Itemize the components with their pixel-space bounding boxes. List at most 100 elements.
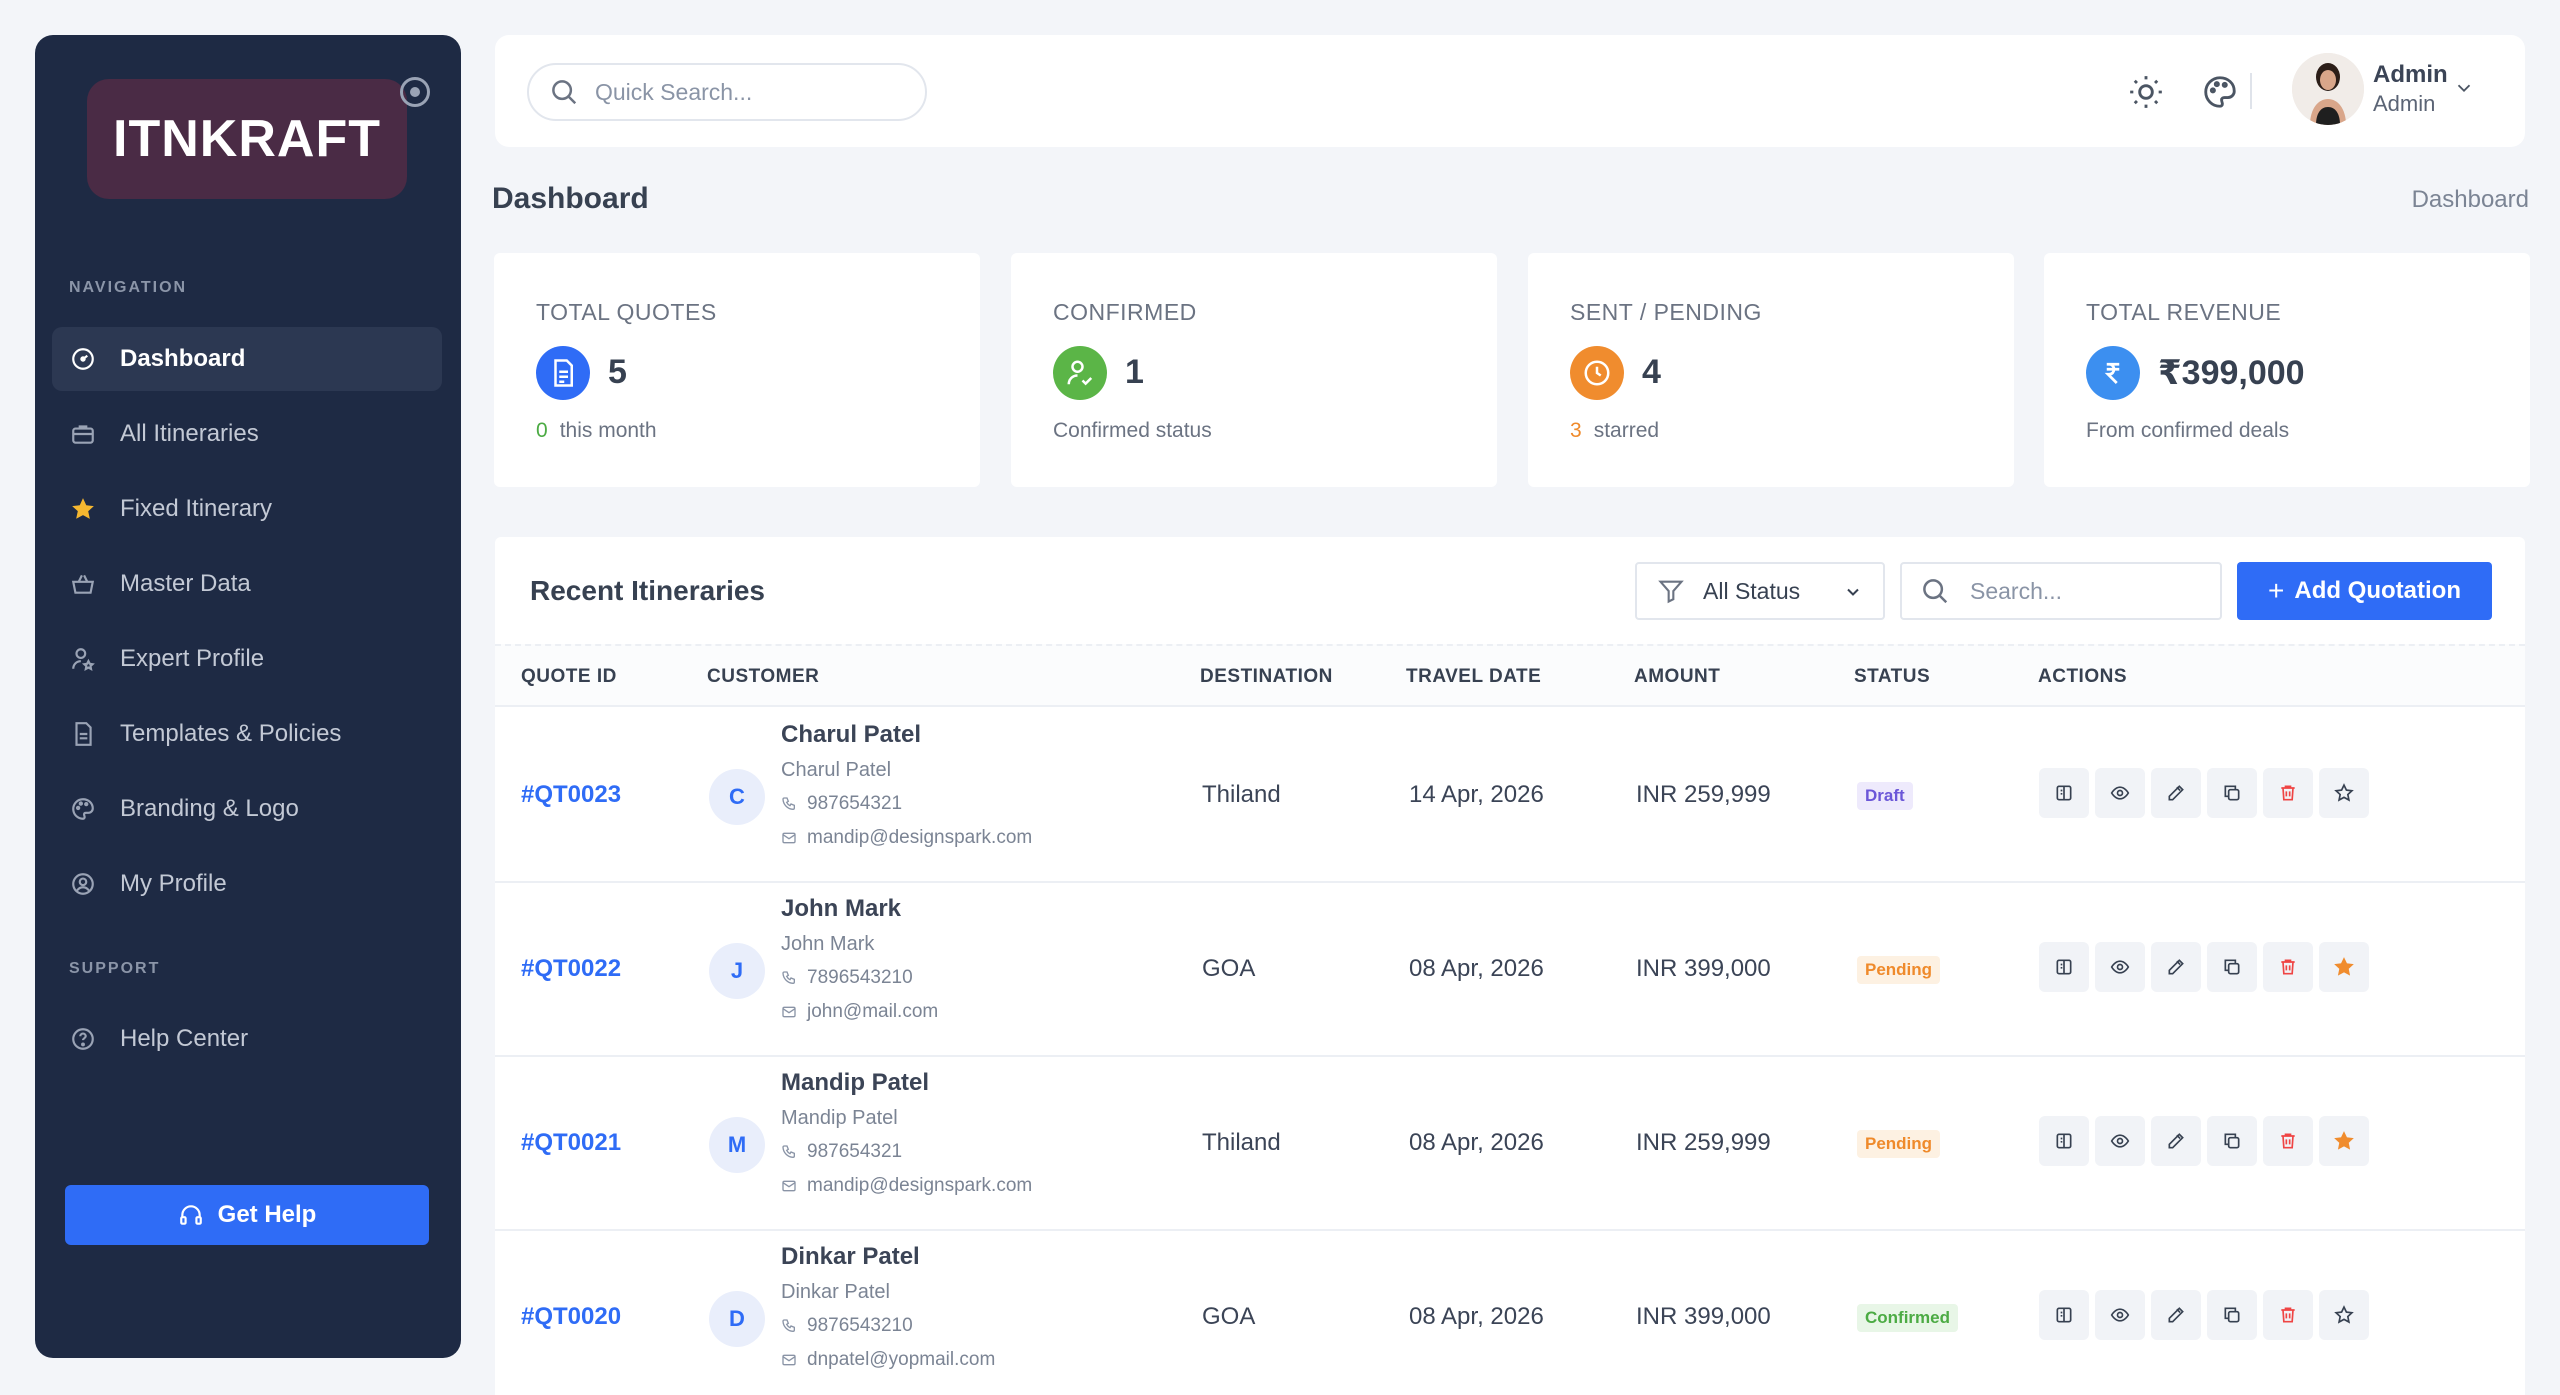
status-badge: Draft (1857, 782, 1913, 810)
edit-icon (2168, 785, 2184, 801)
user-name[interactable]: Admin (2373, 61, 2448, 88)
avatar[interactable] (2292, 53, 2364, 125)
sidebar-item-branding-logo[interactable]: Branding & Logo (52, 777, 442, 841)
brand-logo[interactable]: ITNKRAFT (87, 79, 407, 199)
stat-card-confirmed: CONFIRMED 1 Confirmed status (1011, 253, 1497, 487)
edit-icon (2168, 1307, 2184, 1323)
mail-icon (782, 1354, 796, 1366)
filter-icon (1658, 580, 1684, 604)
sidebar-item-all-itineraries[interactable]: All Itineraries (52, 402, 442, 466)
customer-avatar: C (709, 769, 765, 825)
quote-id-link[interactable]: #QT0022 (521, 955, 622, 982)
chevron-down-icon[interactable] (2453, 77, 2475, 99)
duplicate-button[interactable] (2207, 1290, 2257, 1340)
table-search[interactable] (1900, 562, 2222, 620)
quick-search-input[interactable] (595, 78, 895, 106)
sidebar-item-fixed-itinerary[interactable]: Fixed Itinerary (52, 477, 442, 541)
duplicate-button[interactable] (2207, 942, 2257, 992)
sidebar-item-my-profile[interactable]: My Profile (52, 852, 442, 916)
stat-label: TOTAL QUOTES (536, 299, 717, 325)
plus-icon: + (2268, 575, 2285, 606)
mail-icon (782, 1180, 796, 1192)
palette-icon[interactable] (2201, 73, 2239, 111)
amount-cell: INR 259,999 (1636, 781, 1771, 808)
stat-sub-number: 0 (536, 419, 548, 442)
edit-icon (2168, 1133, 2184, 1149)
preview-button[interactable] (2039, 768, 2089, 818)
document-icon (68, 719, 98, 749)
star-button[interactable] (2319, 1290, 2369, 1340)
copy-icon (2224, 785, 2240, 801)
status-badge: Pending (1857, 956, 1941, 984)
preview-button[interactable] (2039, 942, 2089, 992)
star-button[interactable] (2319, 768, 2369, 818)
trash-icon (2281, 1133, 2295, 1149)
status-filter-select[interactable]: All Status (1635, 562, 1885, 620)
customer-phone: 9876543210 (781, 1315, 913, 1337)
phone-icon (782, 797, 795, 811)
sidebar-item-master-data[interactable]: Master Data (52, 552, 442, 616)
stat-card-total-quotes: TOTAL QUOTES 5 0 this month (494, 253, 980, 487)
document-icon (536, 346, 590, 400)
edit-button[interactable] (2151, 768, 2201, 818)
quick-search[interactable] (527, 63, 927, 121)
edit-button[interactable] (2151, 1290, 2201, 1340)
quote-id-link[interactable]: #QT0021 (521, 1129, 622, 1156)
basket-icon (68, 569, 98, 599)
get-help-button[interactable]: Get Help (65, 1185, 429, 1245)
view-button[interactable] (2095, 1116, 2145, 1166)
sidebar-item-label: Branding & Logo (120, 795, 299, 822)
row-actions (2039, 942, 2375, 992)
edit-button[interactable] (2151, 1116, 2201, 1166)
column-header: QUOTE ID (521, 666, 617, 687)
add-quotation-button[interactable]: + Add Quotation (2237, 562, 2492, 620)
stat-value: ₹399,000 (2158, 354, 2305, 392)
star-icon (2334, 1131, 2354, 1150)
delete-button[interactable] (2263, 942, 2313, 992)
stat-value: 5 (608, 353, 627, 391)
delete-button[interactable] (2263, 1290, 2313, 1340)
amount-cell: INR 259,999 (1636, 1129, 1771, 1156)
stat-value: 1 (1125, 353, 1144, 391)
duplicate-button[interactable] (2207, 768, 2257, 818)
star-button[interactable] (2319, 942, 2369, 992)
sun-icon[interactable] (2127, 73, 2165, 111)
customer-subname: John Mark (781, 933, 875, 955)
customer-avatar: J (709, 943, 765, 999)
customer-name: Mandip Patel (781, 1069, 930, 1096)
delete-button[interactable] (2263, 768, 2313, 818)
customer-email-text: mandip@designspark.com (807, 1175, 1033, 1196)
sidebar-item-expert-profile[interactable]: Expert Profile (52, 627, 442, 691)
view-button[interactable] (2095, 942, 2145, 992)
sidebar-item-label: Master Data (120, 570, 251, 597)
delete-button[interactable] (2263, 1116, 2313, 1166)
view-button[interactable] (2095, 1290, 2145, 1340)
edit-button[interactable] (2151, 942, 2201, 992)
trash-icon (2281, 959, 2295, 975)
sidebar-item-help-center[interactable]: Help Center (52, 1007, 442, 1071)
customer-email-text: dnpatel@yopmail.com (807, 1349, 996, 1370)
customer-phone: 7896543210 (781, 967, 913, 989)
preview-button[interactable] (2039, 1116, 2089, 1166)
briefcase-icon (68, 419, 98, 449)
phone-icon (782, 971, 795, 985)
table-search-input[interactable] (1970, 577, 2210, 605)
preview-button[interactable] (2039, 1290, 2089, 1340)
rupee-icon (2086, 346, 2140, 400)
mail-icon (782, 832, 796, 844)
sidebar-item-dashboard[interactable]: Dashboard (52, 327, 442, 391)
breadcrumb[interactable]: Dashboard (2411, 186, 2529, 213)
table-header: QUOTE ID CUSTOMER DESTINATION TRAVEL DAT… (495, 644, 2525, 707)
stat-sub-text: this month (559, 419, 657, 442)
quote-id-link[interactable]: #QT0023 (521, 781, 622, 808)
sidebar-item-templates-policies[interactable]: Templates & Policies (52, 702, 442, 766)
page-title: Dashboard (492, 182, 649, 215)
sidebar-pin-icon[interactable] (400, 77, 430, 107)
preview-icon (2056, 1307, 2072, 1323)
status-badge: Pending (1857, 1130, 1941, 1158)
view-button[interactable] (2095, 768, 2145, 818)
duplicate-button[interactable] (2207, 1116, 2257, 1166)
star-button[interactable] (2319, 1116, 2369, 1166)
quote-id-link[interactable]: #QT0020 (521, 1303, 622, 1330)
stat-sub-text: starred (1593, 419, 1660, 442)
